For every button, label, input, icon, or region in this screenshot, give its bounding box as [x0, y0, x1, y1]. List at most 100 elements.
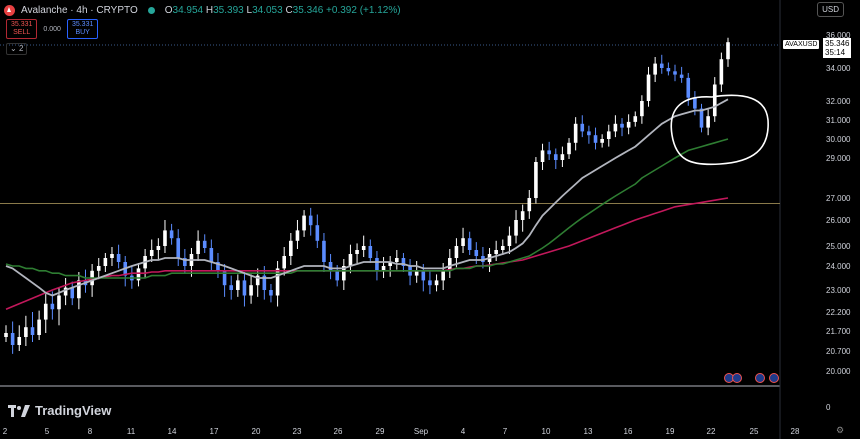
candle-body	[17, 337, 22, 345]
candle-body	[421, 270, 426, 281]
candle-body	[103, 258, 108, 266]
spread-value: 0.000	[43, 25, 61, 33]
candle-body	[156, 246, 161, 250]
indicators-toggle[interactable]: ⌄ 2	[6, 43, 28, 55]
ma-fast-line	[5, 98, 729, 297]
chart-header: Avalanche · 4h · CRYPTO O34.954 H35.393 …	[4, 3, 401, 17]
candle-body	[282, 256, 287, 269]
candle-body	[626, 121, 631, 128]
candle-body	[573, 123, 578, 143]
candle-body	[447, 258, 452, 271]
x-tick-label: 23	[293, 427, 302, 436]
candle-body	[474, 250, 479, 256]
candle-body	[136, 268, 141, 281]
candle-body	[620, 123, 624, 128]
candle-body	[262, 275, 267, 290]
candle-body	[600, 139, 604, 143]
candle-body	[30, 327, 35, 335]
avalanche-logo-icon	[4, 4, 15, 16]
candle-body	[527, 198, 532, 212]
x-tick-label: 16	[624, 427, 633, 436]
open-value: 34.954	[172, 4, 204, 16]
y-tick-label: 26.000	[826, 216, 851, 225]
candle-body	[500, 246, 505, 250]
candle-body	[633, 116, 638, 122]
candle-body	[494, 250, 498, 254]
candle-body	[587, 131, 591, 136]
candle-body	[520, 211, 525, 220]
candle-body	[302, 215, 306, 231]
candle-body	[381, 266, 386, 271]
candle-body	[726, 42, 730, 60]
candle-body	[335, 270, 339, 281]
sell-button[interactable]: 35.331 SELL	[6, 19, 38, 39]
change-value: +0.392 (+1.12%)	[326, 4, 401, 16]
candle-body	[613, 123, 618, 132]
y-tick-label: 21.700	[826, 327, 851, 336]
x-tick-label: 26	[334, 427, 343, 436]
candle-body	[395, 258, 399, 262]
candle-body	[315, 225, 320, 241]
x-tick-label: 19	[666, 427, 675, 436]
candle-body	[216, 262, 220, 271]
candle-body	[673, 71, 677, 75]
y-tick-label: 20.000	[826, 367, 851, 376]
candle-body	[712, 84, 717, 117]
x-tick-label: 2	[3, 427, 8, 436]
candle-body	[461, 238, 465, 246]
ohlc-readout: O34.954 H35.393 L34.053 C35.346 +0.392 (…	[164, 4, 401, 16]
candle-body	[37, 319, 41, 335]
high-value: 35.393	[213, 4, 244, 16]
buy-button[interactable]: 35.331 BUY	[66, 19, 99, 39]
candle-body	[57, 295, 61, 310]
candle-body	[229, 285, 234, 290]
candle-body	[183, 258, 187, 266]
close-value: 35.346	[292, 4, 324, 16]
candle-body	[10, 333, 15, 345]
y-tick-label: 31.000	[826, 116, 851, 125]
candle-body	[593, 135, 598, 143]
candle-body	[441, 270, 445, 281]
candle-body	[116, 254, 121, 262]
candle-body	[686, 77, 691, 98]
candle-body	[567, 142, 571, 155]
candle-body	[163, 230, 167, 246]
settings-gear-icon[interactable]: ⚙	[836, 425, 845, 435]
y-tick-label: 24.000	[826, 262, 851, 271]
candle-body	[375, 258, 379, 271]
candle-body	[388, 262, 392, 266]
y-tick-label: 20.700	[826, 347, 851, 356]
symbol-title[interactable]: Avalanche · 4h · CRYPTO	[21, 4, 138, 16]
candle-body	[236, 280, 240, 290]
candle-body	[414, 270, 419, 276]
y-tick-label: 36.000	[826, 31, 851, 40]
candle-body	[560, 154, 565, 160]
candle-body	[169, 230, 174, 239]
x-tick-label: 7	[503, 427, 508, 436]
currency-selector[interactable]: USD	[817, 2, 844, 17]
candle-body	[699, 108, 704, 128]
candle-body	[507, 235, 512, 246]
ma-slow-line	[5, 197, 729, 310]
candle-body	[43, 303, 48, 320]
candle-body	[242, 280, 247, 296]
candle-body	[96, 266, 101, 271]
candle-body	[514, 220, 518, 236]
tradingview-logo[interactable]: TradingView	[8, 403, 111, 418]
economic-event-icon	[769, 373, 779, 383]
candle-body	[176, 238, 181, 258]
x-tick-label: 8	[88, 427, 93, 436]
x-tick-label: Sep	[414, 427, 429, 436]
candle-body	[355, 250, 359, 254]
candle-body	[428, 280, 432, 286]
candle-body	[481, 256, 485, 262]
y-tick-label: 0	[826, 403, 831, 412]
candle-body	[719, 59, 724, 85]
x-tick-label: 5	[45, 427, 50, 436]
y-tick-label: 32.000	[826, 97, 851, 106]
candle-body	[328, 262, 333, 271]
candle-body	[706, 116, 710, 128]
candle-body	[646, 74, 651, 101]
candle-body	[322, 240, 326, 262]
